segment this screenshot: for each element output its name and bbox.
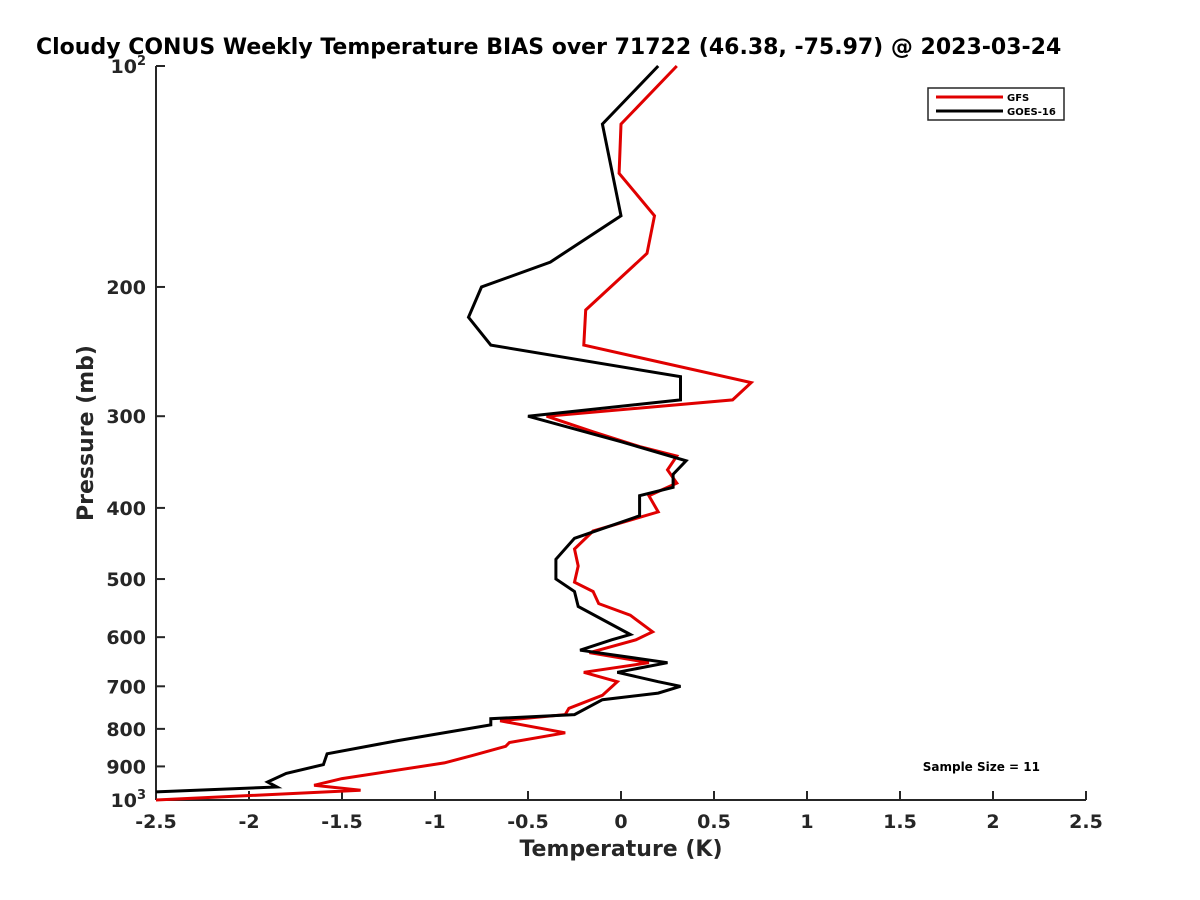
x-tick-label: -2 <box>238 811 259 833</box>
legend-label: GFS <box>1007 93 1029 104</box>
sample-size-annotation: Sample Size = 11 <box>923 760 1040 774</box>
y-tick-label: 900 <box>106 756 146 778</box>
x-tick-label: 1.5 <box>883 811 917 833</box>
y-tick-label: 800 <box>106 719 146 741</box>
x-tick-label: -2.5 <box>135 811 177 833</box>
y-tick-exponent: 3 <box>137 788 146 803</box>
x-axis-ticks: -2.5 -2 -1.5 -1 -0.5 0 0.5 1 1.5 2 2.5 <box>135 791 1103 833</box>
plot-area: -2.5 -2 -1.5 -1 -0.5 0 0.5 1 1.5 2 2.5 10220030040… <box>106 54 1103 833</box>
x-tick-label: 2 <box>986 811 999 833</box>
legend: GFS GOES-16 <box>927 87 1065 121</box>
y-tick-base: 10 <box>111 56 137 78</box>
y-axis-label: Pressure (mb) <box>74 345 99 521</box>
x-tick-label: 1 <box>800 811 813 833</box>
legend-box <box>927 87 1065 121</box>
x-tick-label: -1.5 <box>321 811 363 833</box>
series-line-goes-16 <box>155 64 689 794</box>
y-tick-label: 103 <box>111 788 147 812</box>
x-tick-label: 2.5 <box>1069 811 1103 833</box>
y-tick-label: 102 <box>111 54 147 78</box>
y-tick-base: 10 <box>111 790 137 812</box>
x-tick-label: -0.5 <box>507 811 549 833</box>
y-tick-exponent: 2 <box>137 54 146 69</box>
legend-label: GOES-16 <box>1007 107 1056 118</box>
y-tick-label: 700 <box>106 676 146 698</box>
y-tick-label: 500 <box>106 569 146 591</box>
y-tick-label: 200 <box>106 277 146 299</box>
x-tick-label: -1 <box>424 811 445 833</box>
series-layer <box>155 64 755 802</box>
y-tick-label: 600 <box>106 627 146 649</box>
x-tick-label: 0.5 <box>697 811 731 833</box>
x-tick-label: 0 <box>614 811 627 833</box>
chart-title: Cloudy CONUS Weekly Temperature BIAS ove… <box>36 35 1061 60</box>
y-tick-label: 400 <box>106 498 146 520</box>
y-tick-label: 300 <box>106 406 146 428</box>
series-line-gfs <box>155 64 755 802</box>
x-axis-label: Temperature (K) <box>519 837 722 862</box>
